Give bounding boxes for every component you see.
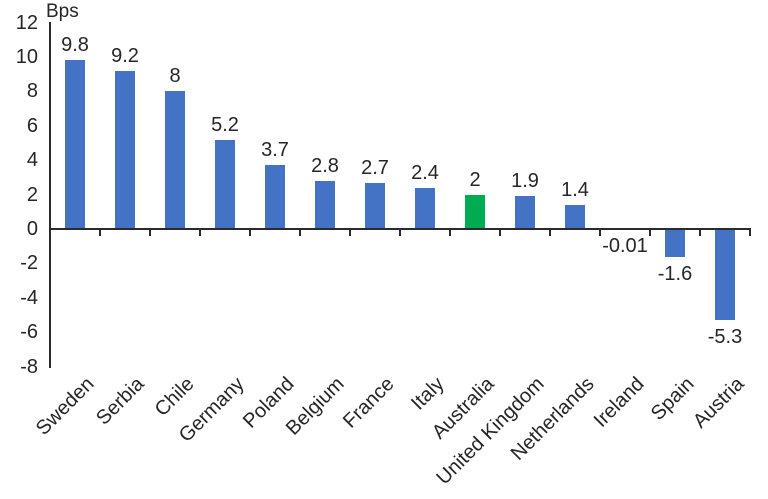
y-tick-label: 12 xyxy=(15,11,38,34)
y-tick-label: 4 xyxy=(26,149,38,172)
x-axis-tick xyxy=(749,230,751,236)
y-tick-label: 6 xyxy=(26,114,38,137)
bar-belgium xyxy=(315,180,335,229)
y-axis-title: Bps xyxy=(46,1,79,22)
value-label-spain: -1.6 xyxy=(657,262,693,285)
x-axis-tick xyxy=(299,230,301,236)
x-axis-tick xyxy=(349,230,351,236)
value-label-netherlands: 1.4 xyxy=(561,178,589,201)
bar-netherlands xyxy=(565,204,585,229)
value-label-belgium: 2.8 xyxy=(311,154,339,177)
value-label-united-kingdom: 1.9 xyxy=(511,170,539,193)
x-axis-tick xyxy=(499,230,501,236)
x-axis-tick xyxy=(599,230,601,236)
x-axis-tick xyxy=(549,230,551,236)
bar-chile xyxy=(165,91,185,229)
x-axis-tick xyxy=(699,230,701,236)
y-tick-label: -8 xyxy=(20,355,38,378)
bar-poland xyxy=(265,165,285,229)
x-axis-tick xyxy=(199,230,201,236)
y-tick-label: -6 xyxy=(20,321,38,344)
y-axis-line xyxy=(49,21,51,368)
x-axis-tick xyxy=(399,230,401,236)
y-tick-label: 0 xyxy=(26,218,38,240)
value-label-austria: -5.3 xyxy=(707,326,743,349)
y-tick-label: 8 xyxy=(26,80,38,103)
y-tick-label: 2 xyxy=(26,183,38,206)
bar-spain xyxy=(665,229,685,257)
y-tick-label: -2 xyxy=(20,252,38,275)
x-axis-tick xyxy=(649,230,651,236)
value-label-chile: 8 xyxy=(169,65,181,88)
x-axis-tick xyxy=(449,230,451,236)
bar-united-kingdom xyxy=(515,196,535,229)
bar-austria xyxy=(715,229,735,321)
y-tick-label: 10 xyxy=(15,46,38,68)
value-label-sweden: 9.8 xyxy=(61,34,89,57)
value-label-australia: 2 xyxy=(469,168,481,191)
bar-serbia xyxy=(115,70,135,229)
bar-france xyxy=(365,182,385,229)
x-axis-line xyxy=(49,228,751,230)
value-label-serbia: 9.2 xyxy=(111,44,139,67)
x-axis-tick xyxy=(249,230,251,236)
value-label-poland: 3.7 xyxy=(261,139,289,162)
x-axis-tick xyxy=(99,230,101,236)
bar-italy xyxy=(415,187,435,229)
value-label-france: 2.7 xyxy=(361,156,389,179)
value-label-ireland: -0.01 xyxy=(602,235,648,258)
value-label-germany: 5.2 xyxy=(211,113,239,136)
bar-sweden xyxy=(65,60,85,229)
bar-germany xyxy=(215,139,235,229)
x-axis-tick xyxy=(149,230,151,236)
value-label-italy: 2.4 xyxy=(411,161,439,184)
bar-australia xyxy=(465,194,485,229)
y-tick-label: -4 xyxy=(20,286,38,309)
